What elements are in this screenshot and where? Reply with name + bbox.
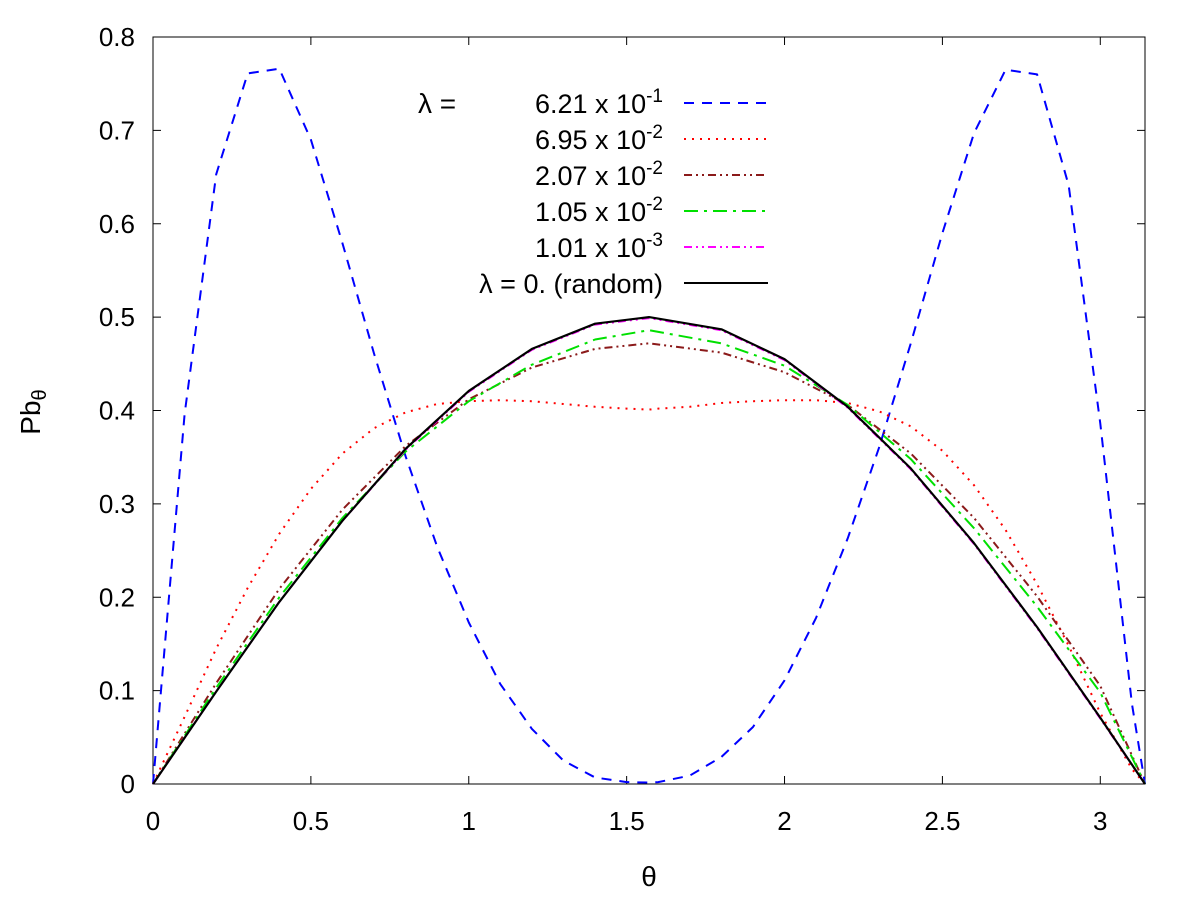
- legend-label-5: λ = 0. (random): [479, 269, 663, 299]
- legend-label-exponent: -3: [646, 230, 663, 251]
- plot-frame: [152, 36, 1146, 785]
- x-axis-label: θ: [641, 861, 657, 892]
- y-tick-label: 0.6: [99, 209, 135, 239]
- y-tick-label: 0.3: [99, 489, 135, 519]
- x-tick-label: 0.5: [293, 806, 329, 836]
- x-tick-label: 0: [146, 806, 160, 836]
- y-tick-label: 0.8: [99, 22, 135, 52]
- series-line-3: [152, 329, 1146, 785]
- legend-label-exponent: -2: [646, 158, 663, 179]
- legend-label-text: 1.05 x 10: [535, 197, 646, 227]
- legend-label-4: 1.01 x 10-3: [535, 230, 663, 263]
- y-tick-label: 0.4: [99, 396, 135, 426]
- legend: λ = 6.21 x 10-16.95 x 10-22.07 x 10-21.05…: [418, 86, 768, 299]
- axes: 0 0.5 1 1.5 2 2.5 300.10.20.30.40.50.60.70.8θP…: [15, 22, 1146, 892]
- y-axis-label-subscript: θ: [29, 389, 51, 400]
- legend-label-1: 6.95 x 10-2: [535, 122, 663, 155]
- legend-label-text: λ = 0. (random): [479, 269, 663, 299]
- legend-label-exponent: -2: [646, 122, 663, 143]
- series-line-2: [152, 342, 1146, 785]
- y-tick-label: 0.1: [99, 676, 135, 706]
- series-line-5: [152, 316, 1146, 785]
- legend-label-text: 6.21 x 10: [535, 89, 646, 119]
- series-line-0: [152, 67, 1146, 785]
- legend-label-text: 1.01 x 10: [535, 233, 646, 263]
- x-tick-label: 1: [462, 806, 476, 836]
- y-axis-label-main: Pb: [15, 400, 46, 434]
- x-tick-label: 3: [1093, 806, 1107, 836]
- series-line-4: [152, 317, 1146, 785]
- x-tick-label: 2.5: [924, 806, 960, 836]
- legend-label-3: 1.05 x 10-2: [535, 194, 663, 227]
- x-tick-label: 2: [777, 806, 791, 836]
- y-tick-label: 0.5: [99, 302, 135, 332]
- y-axis-label: Pbθ: [15, 389, 51, 434]
- legend-label-exponent: -1: [646, 86, 663, 107]
- legend-label-exponent: -2: [646, 194, 663, 215]
- legend-label-0: 6.21 x 10-1: [535, 86, 663, 119]
- legend-prefix: λ =: [418, 88, 456, 119]
- y-tick-label: 0.2: [99, 582, 135, 612]
- x-tick-label: 1.5: [609, 806, 645, 836]
- legend-label-text: 6.95 x 10: [535, 125, 646, 155]
- y-tick-label: 0: [121, 769, 135, 799]
- legend-label-2: 2.07 x 10-2: [535, 158, 663, 191]
- y-tick-label: 0.7: [99, 115, 135, 145]
- series-line-1: [152, 399, 1146, 785]
- series-lines: [152, 67, 1146, 785]
- legend-label-text: 2.07 x 10: [535, 161, 646, 191]
